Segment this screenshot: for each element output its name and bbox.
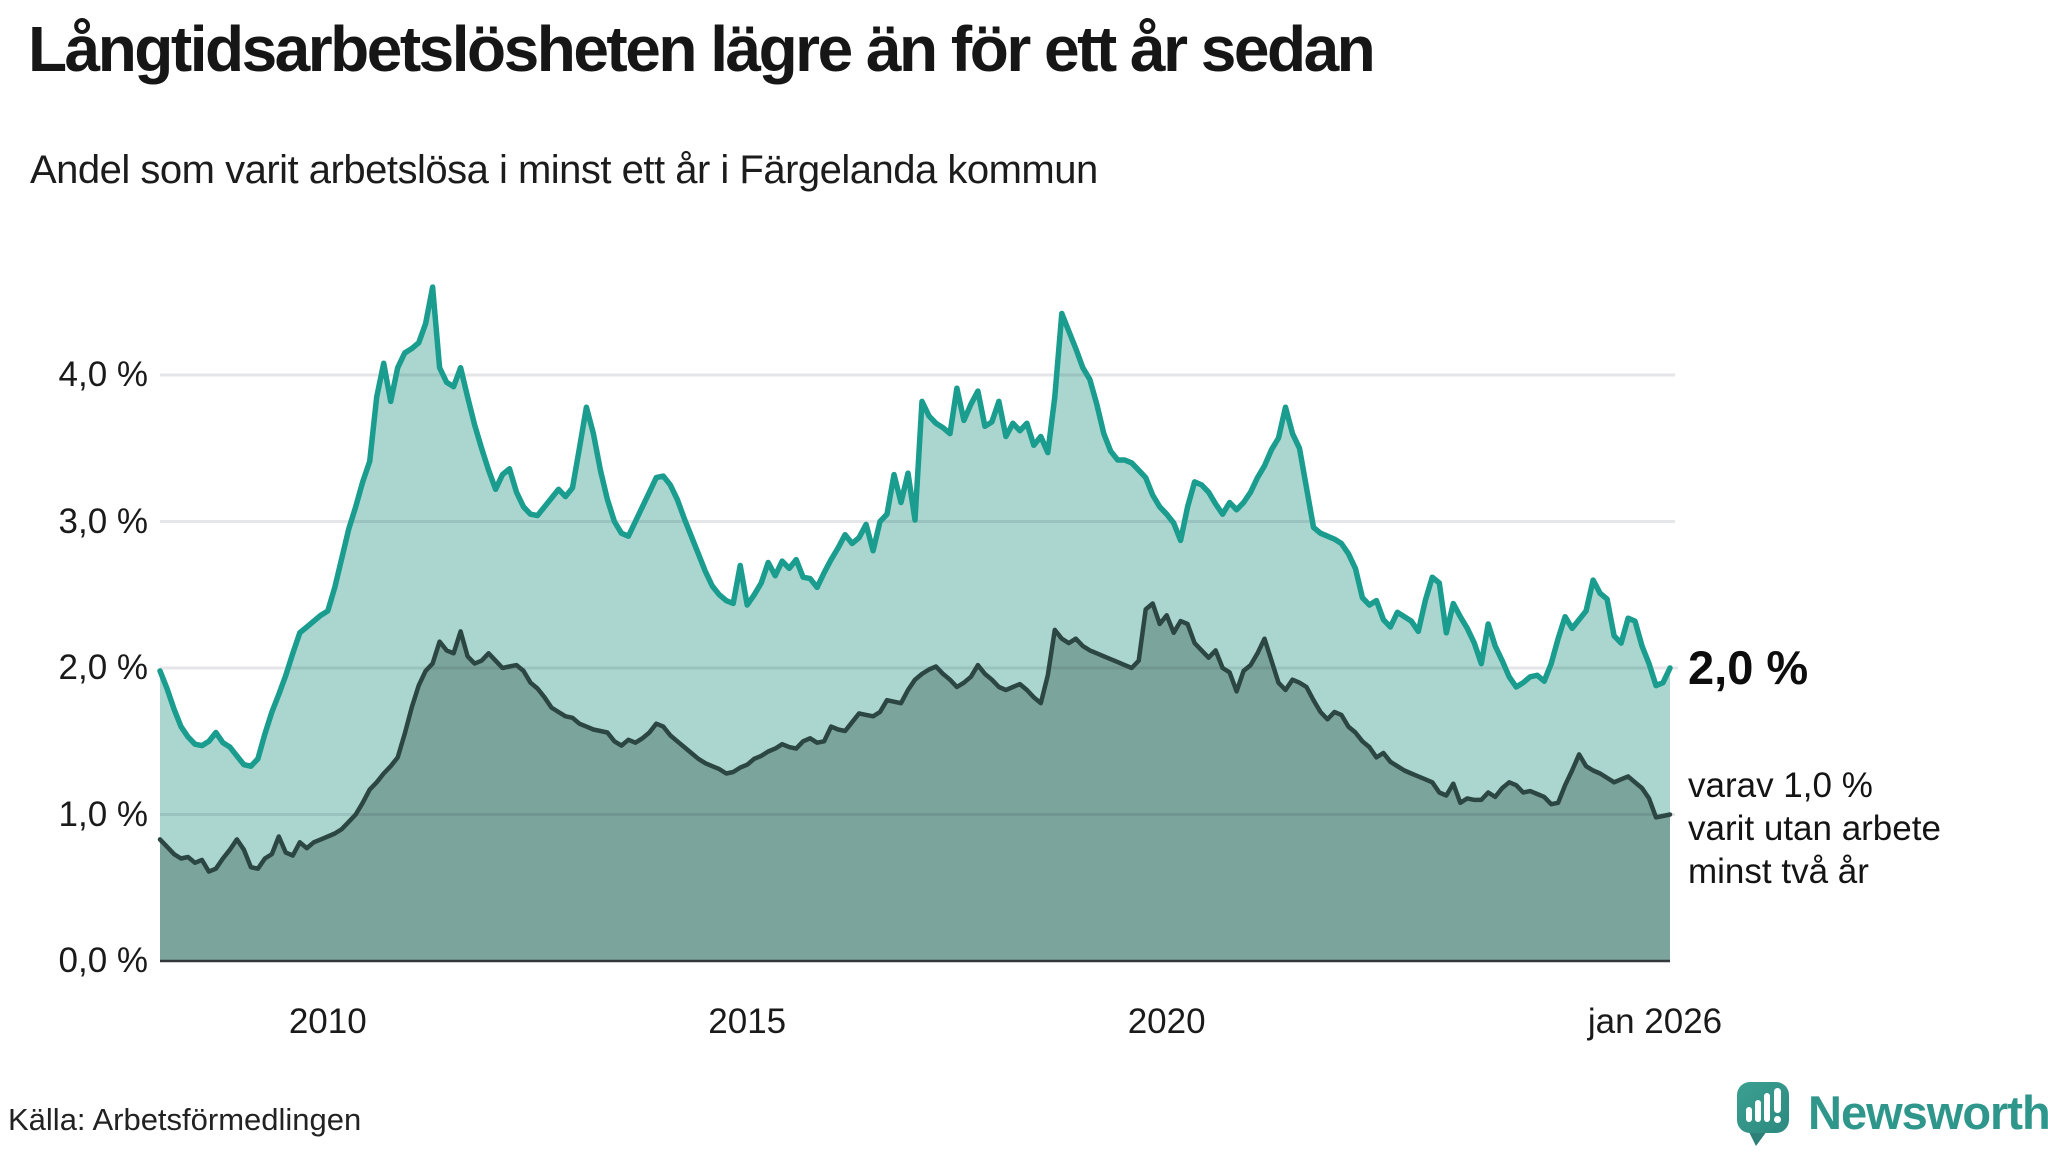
x-tick-label: 2015 [708, 1002, 787, 1041]
x-tick-label: 2010 [288, 1002, 367, 1041]
annotation-line-2: varit utan arbete [1688, 809, 1941, 848]
gridlines [160, 373, 1678, 816]
logo-bar-2 [1755, 1100, 1761, 1122]
newsworthy-icon [1737, 1082, 1789, 1146]
source-text: Källa: Arbetsförmedlingen [8, 1102, 362, 1137]
logo-bar-3 [1764, 1093, 1770, 1122]
line-unemployed-one-year [157, 284, 1673, 769]
chart-subtitle: Andel som varit arbetslösa i minst ett å… [30, 148, 1098, 192]
line-unemployed-two-years [157, 601, 1673, 874]
logo-exclamation-bar [1774, 1088, 1781, 1113]
y-tick-label: 2,0 % [58, 648, 149, 687]
secondary-series-annotation: varav 1,0 % varit utan arbete minst två … [1688, 764, 1941, 893]
y-tick-label: 4,0 % [58, 355, 149, 394]
latest-value-label: 2,0 % [1688, 641, 1809, 694]
page-title: Långtidsarbetslösheten lägre än för ett … [28, 13, 1376, 85]
annotation-line-1: varav 1,0 % [1688, 766, 1873, 805]
y-tick-label: 3,0 % [58, 501, 149, 541]
logo-bar-1 [1746, 1107, 1752, 1122]
newsworthy-wordmark: Newsworthy [1808, 1085, 2048, 1139]
y-tick-label: 1,0 % [58, 794, 149, 834]
logo-bubble [1737, 1082, 1789, 1133]
area-unemployed-two-years [160, 603, 1670, 961]
y-tick-label: 0,0 % [58, 941, 149, 980]
logo-bubble-tail [1748, 1130, 1767, 1146]
x-tick-label: jan 2026 [1587, 1002, 1723, 1041]
x-tick-label: 2020 [1127, 1002, 1206, 1041]
annotation-line-3: minst två år [1688, 852, 1869, 891]
logo-exclamation-dot [1774, 1116, 1781, 1123]
newsworthy-logo: Newsworthy [1736, 1078, 2048, 1150]
